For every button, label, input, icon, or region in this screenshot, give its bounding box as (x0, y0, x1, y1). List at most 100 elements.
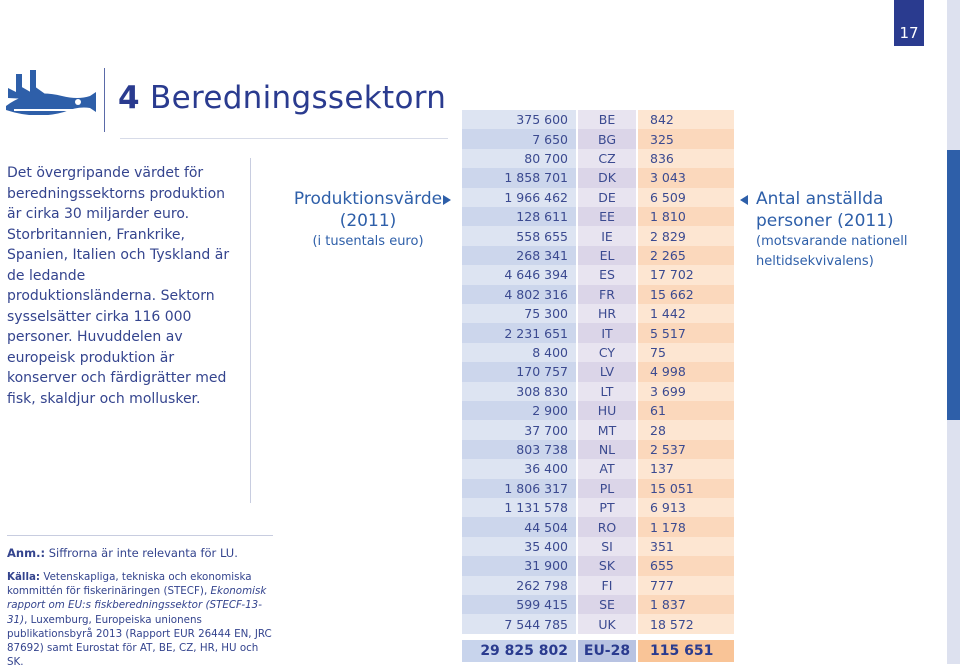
employees-cell: 6 509 (638, 187, 734, 207)
employees-cell: 3 699 (638, 381, 734, 401)
total-country: EU-28 (578, 640, 636, 662)
source-text-before: Vetenskapliga, tekniska och ekonomiska k… (7, 571, 252, 598)
table-row: 1 858 701 DK 3 043 (462, 168, 734, 188)
employees-cell: 75 (638, 342, 734, 363)
production-unit: (i tusentals euro) (312, 234, 424, 249)
side-bar-accent (947, 150, 960, 420)
intro-divider (250, 158, 251, 503)
note: Anm.: Siffrorna är inte relevanta för LU… (7, 546, 238, 560)
country-code-cell: HR (578, 304, 636, 324)
table-row: 375 600 BE 842 (462, 110, 734, 130)
employees-cell: 777 (638, 575, 734, 595)
employment-header: Antal anställda personer (2011) (motsvar… (756, 188, 926, 272)
employees-cell: 15 051 (638, 478, 734, 498)
country-code-cell: EE (578, 207, 636, 227)
employees-cell: 61 (638, 401, 734, 421)
table-row: 7 544 785 UK 18 572 (462, 614, 734, 634)
production-value-cell: 1 858 701 (462, 168, 576, 188)
table-row: 308 830 LT 3 699 (462, 381, 734, 401)
employees-cell: 2 265 (638, 245, 734, 266)
table-row: 170 757 LV 4 998 (462, 362, 734, 382)
table-row: 2 231 651 IT 5 517 (462, 323, 734, 343)
note-rule (7, 535, 273, 536)
employees-cell: 1 442 (638, 304, 734, 324)
table-row: 31 900 SK 655 (462, 556, 734, 576)
table-row: 37 700 MT 28 (462, 420, 734, 440)
production-value-cell: 128 611 (462, 207, 576, 227)
table-row: 80 700 CZ 836 (462, 148, 734, 169)
employees-cell: 137 (638, 459, 734, 479)
production-value-cell: 36 400 (462, 459, 576, 479)
employment-subtitle-1: (motsvarande nationell (756, 234, 908, 249)
production-value-cell: 375 600 (462, 110, 576, 130)
production-value-cell: 268 341 (462, 245, 576, 266)
source: Källa: Vetenskapliga, tekniska och ekono… (7, 570, 277, 669)
employees-cell: 2 829 (638, 226, 734, 246)
arrow-right-icon (443, 195, 451, 205)
country-code-cell: ES (578, 265, 636, 285)
employees-cell: 28 (638, 420, 734, 440)
country-code-cell: EL (578, 245, 636, 266)
country-code-cell: UK (578, 614, 636, 634)
country-code-cell: LT (578, 381, 636, 401)
country-code-cell: DE (578, 187, 636, 207)
table-row: 75 300 HR 1 442 (462, 304, 734, 324)
employment-year: personer (2011) (756, 211, 894, 231)
total-employees: 115 651 (638, 640, 734, 662)
table-row: 128 611 EE 1 810 (462, 207, 734, 227)
table-row: 1 131 578 PT 6 913 (462, 498, 734, 518)
employees-cell: 655 (638, 556, 734, 576)
intro-text: Det övergripande värdet för beredningsse… (7, 165, 230, 407)
country-code-cell: FR (578, 284, 636, 304)
country-code-cell: FI (578, 575, 636, 595)
table-row: 36 400 AT 137 (462, 459, 734, 479)
chapter-number: 4 (118, 80, 140, 116)
production-value-cell: 1 966 462 (462, 187, 576, 207)
employees-cell: 1 837 (638, 595, 734, 615)
country-code-cell: PL (578, 478, 636, 498)
country-code-cell: RO (578, 517, 636, 537)
employees-cell: 5 517 (638, 323, 734, 343)
country-code-cell: AT (578, 459, 636, 479)
production-value-cell: 4 646 394 (462, 265, 576, 285)
country-code-cell: MT (578, 420, 636, 440)
production-value-cell: 308 830 (462, 381, 576, 401)
table-row: 1 806 317 PL 15 051 (462, 478, 734, 498)
country-code-cell: IT (578, 323, 636, 343)
production-year: (2011) (339, 211, 397, 231)
total-value: 29 825 802 (462, 640, 576, 662)
country-code-cell: HU (578, 401, 636, 421)
country-code-cell: BE (578, 110, 636, 130)
total-row: 29 825 802 EU-28 115 651 (462, 640, 734, 662)
production-value-cell: 1 131 578 (462, 498, 576, 518)
country-code-cell: CZ (578, 148, 636, 169)
chapter-title: 4 Beredningssektorn (118, 80, 446, 116)
table-row: 7 650 BG 325 (462, 129, 734, 149)
table-row: 4 646 394 ES 17 702 (462, 265, 734, 285)
production-value-cell: 803 738 (462, 439, 576, 460)
production-value-cell: 262 798 (462, 575, 576, 595)
employees-cell: 6 913 (638, 498, 734, 518)
production-title: Produktionsvärde (293, 189, 443, 209)
country-code-cell: DK (578, 168, 636, 188)
table-row: 35 400 SI 351 (462, 536, 734, 557)
header-divider (104, 68, 105, 132)
employees-cell: 325 (638, 129, 734, 149)
country-code-cell: CY (578, 342, 636, 363)
production-value-cell: 31 900 (462, 556, 576, 576)
production-value-cell: 7 650 (462, 129, 576, 149)
employees-cell: 2 537 (638, 439, 734, 460)
production-value-cell: 4 802 316 (462, 284, 576, 304)
production-value-cell: 599 415 (462, 595, 576, 615)
employees-cell: 4 998 (638, 362, 734, 382)
country-code-cell: NL (578, 439, 636, 460)
country-code-cell: PT (578, 498, 636, 518)
country-code-cell: IE (578, 226, 636, 246)
note-text: Siffrorna är inte relevanta för LU. (45, 546, 238, 560)
employees-cell: 17 702 (638, 265, 734, 285)
employees-cell: 1 810 (638, 207, 734, 227)
country-code-cell: BG (578, 129, 636, 149)
production-value-cell: 2 231 651 (462, 323, 576, 343)
table-row: 262 798 FI 777 (462, 575, 734, 595)
country-code-cell: SE (578, 595, 636, 615)
